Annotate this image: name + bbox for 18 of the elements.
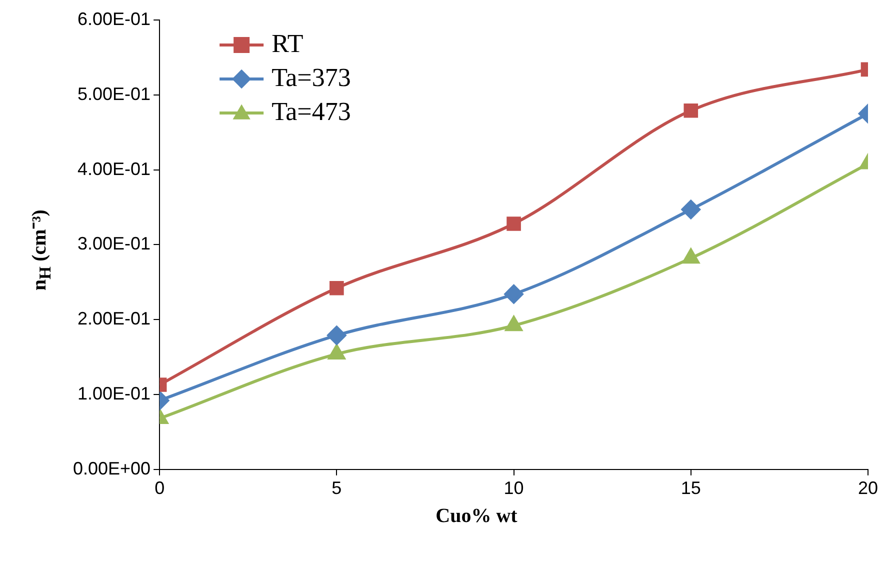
x-tick-label: 20 <box>858 478 878 498</box>
legend-label: Ta=373 <box>272 62 351 92</box>
y-tick-label: 6.00E-01 <box>78 8 151 29</box>
y-tick-label: 5.00E-01 <box>78 84 151 104</box>
point <box>506 216 521 231</box>
legend-label: Ta=473 <box>272 96 351 126</box>
y-tick-label: 3.00E-01 <box>78 234 151 254</box>
y-tick-label: 0.00E+00 <box>72 458 151 478</box>
x-tick-label: 10 <box>504 478 524 498</box>
x-tick-label: 0 <box>154 478 165 498</box>
y-tick-label: 4.00E-01 <box>78 158 151 179</box>
x-tick-label: 5 <box>332 478 342 498</box>
y-tick-label: 1.00E-01 <box>78 383 151 404</box>
y-tick-label: 2.00E-01 <box>78 308 151 329</box>
x-tick-label: 15 <box>680 478 701 498</box>
x-axis-title: Cuo% wt <box>434 505 518 528</box>
legend-label: RT <box>272 28 304 58</box>
point <box>504 284 524 304</box>
